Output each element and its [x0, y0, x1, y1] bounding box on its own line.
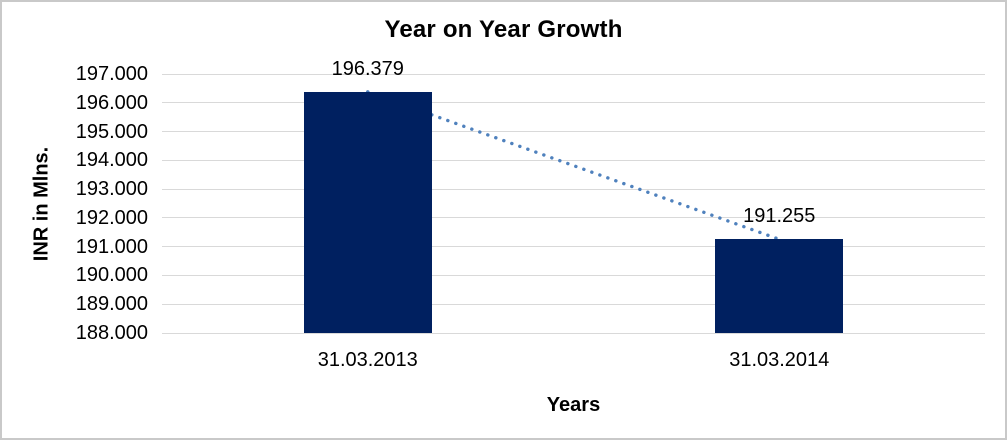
trendline	[366, 90, 781, 242]
y-tick-label: 193.000	[75, 178, 148, 201]
y-tick-label: 190.000	[75, 264, 148, 287]
gridline	[162, 102, 985, 104]
y-tick-label: 192.000	[75, 206, 148, 229]
gridline	[162, 159, 985, 161]
y-tick-label: 197.000	[75, 63, 148, 85]
y-tick-label: 191.000	[75, 235, 148, 258]
gridline	[162, 274, 985, 276]
plot-area: 196.379 191.255	[162, 58, 985, 334]
y-tick-label: 195.000	[75, 120, 148, 143]
bar-31.03.2014	[715, 239, 844, 333]
chart-title: Year on Year Growth	[384, 16, 623, 43]
gridline	[162, 303, 985, 305]
x-tick-label: 31.03.2014	[729, 349, 830, 371]
y-tick-label: 196.000	[75, 91, 148, 114]
gridline	[162, 217, 985, 219]
data-label: 196.379	[331, 57, 404, 80]
y-tick-label: 188.000	[75, 322, 148, 344]
gridline	[162, 131, 985, 133]
gridline	[162, 73, 985, 75]
gridline	[162, 246, 985, 248]
x-tick-label: 31.03.2013	[317, 349, 418, 371]
y-tick-label: 189.000	[75, 293, 148, 316]
data-label: 191.255	[743, 205, 816, 228]
bar-31.03.2013	[303, 91, 432, 333]
gridline	[162, 188, 985, 190]
gridline	[162, 332, 985, 334]
y-tick-label: 194.000	[75, 149, 148, 172]
x-axis-title: Years	[546, 394, 601, 416]
